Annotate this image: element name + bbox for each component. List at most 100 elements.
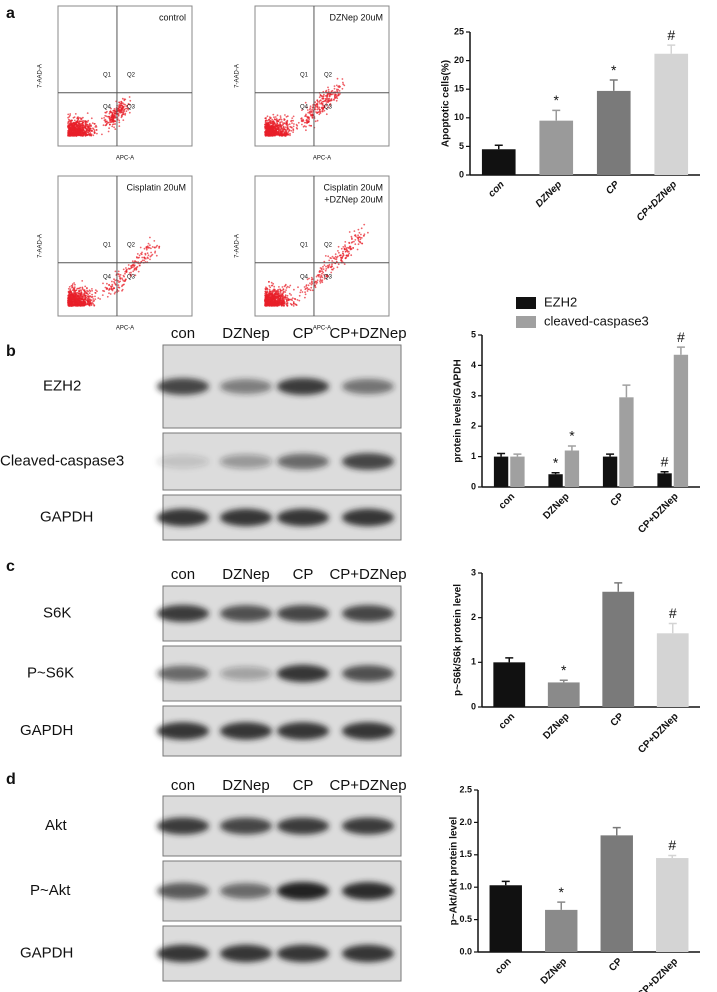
- cell-dot: [289, 302, 292, 305]
- cell-dot: [335, 84, 338, 87]
- cell-dot: [270, 305, 273, 307]
- cell-dot: [347, 246, 349, 249]
- cell-dot: [93, 123, 96, 125]
- cell-dot: [287, 128, 290, 131]
- cell-dot: [111, 285, 114, 288]
- cell-dot: [290, 129, 293, 132]
- cell-dot: [281, 294, 284, 296]
- y-tick-label: 2.0: [459, 817, 472, 827]
- cell-dot: [87, 293, 89, 296]
- cell-dot: [267, 118, 270, 121]
- flow-plot: Q1 Q2 Q3 Q4 DZNep 20uM APC-A 7-AAD-A: [235, 5, 390, 162]
- cell-dot: [129, 99, 132, 102]
- row-label: Akt: [45, 817, 68, 834]
- cell-dot: [281, 124, 284, 126]
- row-label: GAPDH: [20, 944, 73, 961]
- cell-dot: [126, 268, 128, 271]
- cell-dot: [70, 128, 72, 131]
- cell-dot: [275, 118, 278, 120]
- cell-dot: [309, 289, 312, 292]
- error-bar: [676, 346, 685, 355]
- cell-dot: [73, 286, 76, 288]
- lane-label: con: [171, 777, 195, 794]
- cell-dot: [281, 286, 284, 288]
- cell-dot: [112, 120, 115, 122]
- cell-dot: [315, 281, 317, 283]
- y-tick-label: 5: [471, 329, 476, 339]
- cell-dot: [323, 277, 326, 280]
- cell-dot: [285, 289, 287, 291]
- cell-dot: [111, 118, 113, 121]
- blot-band: [220, 666, 272, 681]
- cell-dot: [111, 283, 114, 286]
- error-bar: [660, 471, 669, 474]
- blot-band: [277, 664, 329, 683]
- cell-dot: [264, 296, 267, 299]
- cell-dot: [84, 120, 87, 122]
- cell-dot: [274, 292, 277, 295]
- cell-dot: [106, 110, 108, 113]
- cell-dot: [84, 285, 87, 288]
- cell-dot: [288, 123, 291, 126]
- cell-dot: [72, 297, 75, 300]
- quadrant-label: Q1: [103, 72, 112, 78]
- cell-dot: [292, 119, 294, 122]
- quadrant-label: Q2: [127, 72, 136, 78]
- lane-label: DZNep: [222, 777, 270, 794]
- cell-dot: [322, 95, 325, 98]
- cell-dot: [71, 298, 73, 301]
- cell-dot: [360, 227, 363, 230]
- cell-dot: [270, 133, 273, 136]
- cell-dot: [83, 304, 85, 307]
- cell-dot: [70, 119, 73, 122]
- cell-dot: [67, 118, 70, 121]
- legend-swatch: [516, 297, 536, 309]
- bar: [539, 120, 574, 175]
- cell-dot: [309, 105, 312, 108]
- cell-dot: [342, 246, 345, 248]
- significance-mark: #: [667, 27, 675, 43]
- cell-dot: [284, 283, 287, 286]
- cell-dot: [357, 236, 360, 239]
- cell-dot: [108, 289, 110, 291]
- cell-dot: [316, 100, 319, 103]
- y-axis-label: Apoptotic cells(%): [441, 60, 452, 147]
- cell-dot: [350, 254, 353, 257]
- cell-dot: [330, 98, 333, 100]
- cell-dot: [332, 257, 335, 259]
- cell-dot: [304, 293, 307, 296]
- cell-dot: [132, 266, 134, 268]
- cell-dot: [279, 117, 282, 119]
- flow-plot: Q1 Q2 Q3 Q4 Cisplatin 20uM APC-A 7-AAD-A: [38, 175, 193, 332]
- cell-dot: [107, 130, 110, 133]
- cell-dot: [333, 85, 336, 87]
- error-bar: [557, 901, 566, 910]
- cell-dot: [92, 298, 95, 300]
- cell-dot: [333, 87, 336, 90]
- cell-dot: [69, 288, 72, 291]
- cell-dot: [73, 119, 76, 122]
- lane-label: CP+DZNep: [329, 777, 406, 794]
- cell-dot: [342, 255, 344, 257]
- cell-dot: [316, 274, 319, 277]
- y-axis-label: p~S6k/S6k protein level: [453, 584, 464, 696]
- panel-label: a: [6, 5, 15, 22]
- cell-dot: [125, 105, 128, 108]
- cell-dot: [82, 124, 85, 127]
- western-blot: con DZNep CP CP+DZNep S6K P~S6K GAPDH: [20, 566, 407, 757]
- cell-dot: [341, 87, 344, 90]
- bar: [596, 90, 631, 175]
- axis-label: 7-AAD-A: [38, 234, 44, 258]
- cell-dot: [336, 255, 339, 258]
- cell-dot: [285, 133, 288, 136]
- cell-dot: [91, 122, 94, 124]
- error-bar: [505, 657, 514, 663]
- cell-dot: [121, 288, 124, 291]
- blot-band: [220, 454, 272, 469]
- cell-dot: [360, 233, 362, 236]
- cell-dot: [280, 304, 283, 307]
- cell-dot: [113, 126, 115, 129]
- cell-dot: [328, 259, 331, 262]
- cell-dot: [321, 276, 324, 279]
- row-label: P~S6K: [27, 664, 74, 681]
